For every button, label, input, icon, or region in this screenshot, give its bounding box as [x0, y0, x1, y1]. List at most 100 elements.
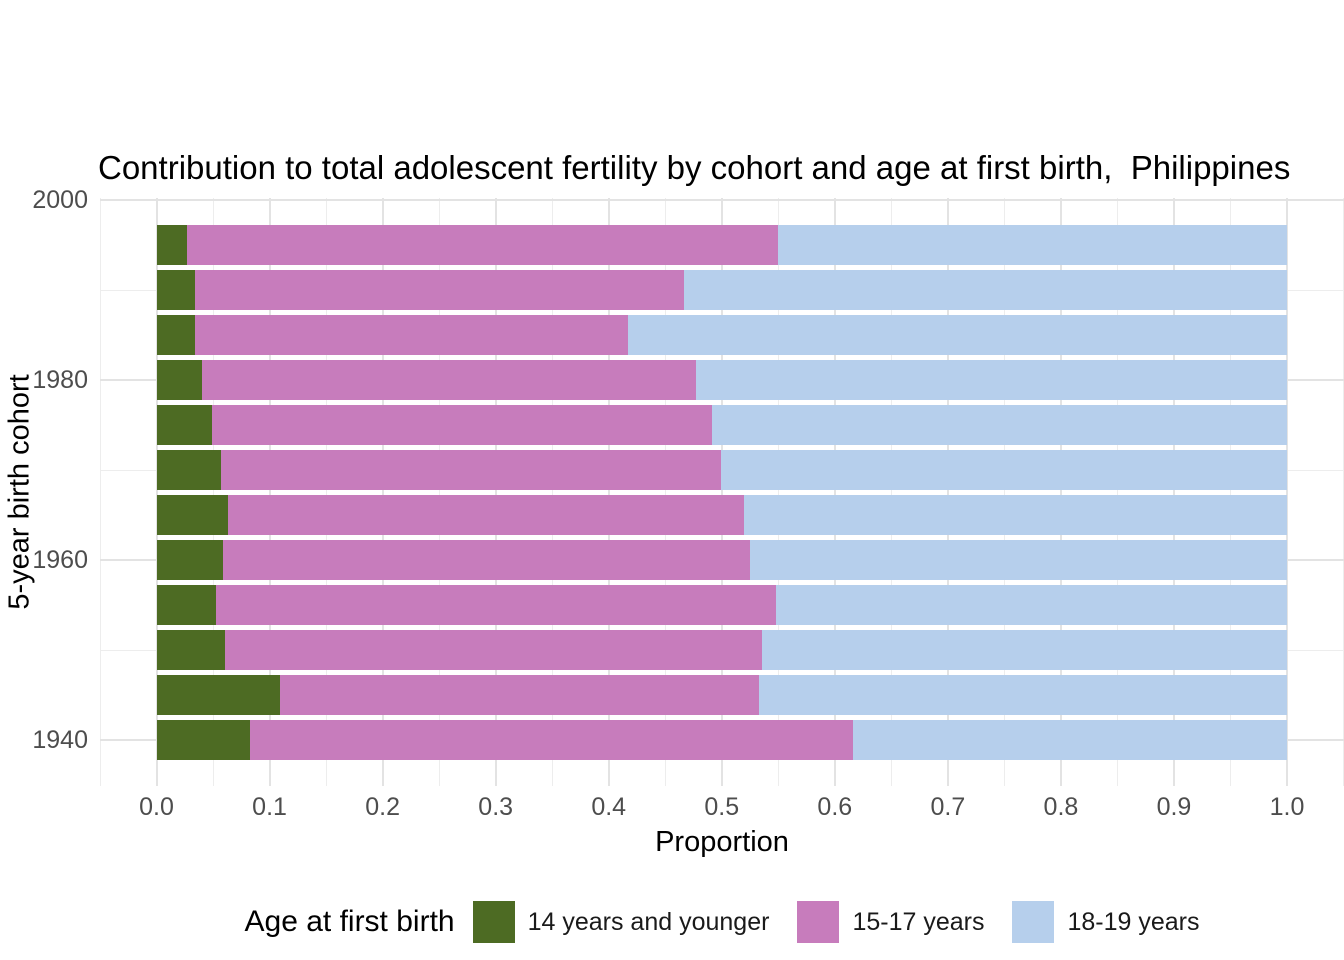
gridline-x-major	[1286, 198, 1289, 786]
gridline-x-major	[268, 198, 271, 786]
bar-row-cohort-1970	[156, 450, 1287, 490]
bar-segment	[156, 360, 202, 400]
bar-segment	[852, 720, 1287, 760]
x-tick-label: 0.1	[252, 793, 287, 821]
y-tick-label: 1940	[32, 726, 88, 754]
gridline-x-minor	[551, 198, 553, 786]
x-tick-label: 0.6	[817, 793, 853, 821]
bar-segment	[223, 540, 751, 580]
bar-row-cohort-1985	[156, 315, 1287, 355]
bar-segment	[627, 315, 1287, 355]
gridline-x-major	[1172, 198, 1175, 786]
bar-segment	[156, 225, 188, 265]
x-tick-label: 0.0	[139, 793, 174, 821]
x-tick-label: 0.9	[1156, 793, 1192, 821]
bar-segment	[744, 495, 1287, 535]
bar-segment	[711, 405, 1287, 445]
bar-segment	[759, 675, 1287, 715]
bar-segment	[194, 315, 628, 355]
bar-segment	[156, 450, 221, 490]
bar-row-cohort-1960	[156, 540, 1287, 580]
bar-segment	[201, 360, 696, 400]
bar-segment	[156, 630, 226, 670]
y-tick-label: 1980	[32, 366, 88, 394]
gridline-x-minor	[212, 198, 214, 786]
gridline-x-minor	[890, 198, 892, 786]
bar-row-cohort-1945	[156, 675, 1287, 715]
legend-item: 18-19 years	[1012, 901, 1200, 943]
bar-segment	[695, 360, 1287, 400]
bar-segment	[250, 720, 853, 760]
bar-segment	[778, 225, 1287, 265]
gridline-x-major	[155, 198, 158, 786]
bar-row-cohort-1940	[156, 720, 1287, 760]
bar-segment	[156, 495, 228, 535]
y-tick-label: 1960	[32, 546, 88, 574]
bar-segment	[750, 540, 1287, 580]
bar-segment	[220, 450, 721, 490]
x-axis-title: Proportion	[655, 826, 789, 858]
gridline-x-major	[381, 198, 384, 786]
bar-segment	[156, 405, 212, 445]
bar-segment	[776, 585, 1287, 625]
bar-row-cohort-1950	[156, 630, 1287, 670]
y-axis-title: 5-year birth cohort	[3, 374, 36, 610]
gridline-x-minor	[325, 198, 327, 786]
bar-segment	[227, 495, 745, 535]
x-tick-label: 1.0	[1269, 793, 1305, 821]
bar-segment	[216, 585, 777, 625]
bar-segment	[194, 270, 685, 310]
bar-segment	[762, 630, 1287, 670]
gridline-x-major	[833, 198, 836, 786]
gridline-x-minor	[664, 198, 666, 786]
gridline-x-minor	[777, 198, 779, 786]
gridline-y-major	[100, 199, 1344, 201]
gridline-x-major	[946, 198, 949, 786]
gridline-x-major	[1059, 198, 1062, 786]
legend-label: 18-19 years	[1067, 907, 1200, 936]
bar-segment	[156, 720, 251, 760]
legend-swatch-18-19	[1012, 901, 1055, 943]
legend-swatch-15-17	[797, 901, 840, 943]
bar-segment	[684, 270, 1287, 310]
bar-segment	[156, 315, 195, 355]
x-tick-label: 0.7	[930, 793, 966, 821]
legend-title: Age at first birth	[244, 905, 455, 938]
gridline-x-minor	[438, 198, 440, 786]
legend-item: 14 years and younger	[472, 901, 770, 943]
bar-segment	[279, 675, 760, 715]
bar-segment	[187, 225, 779, 265]
bar-segment	[720, 450, 1287, 490]
x-tick-label: 0.4	[591, 793, 627, 821]
bar-row-cohort-1965	[156, 495, 1287, 535]
gridline-x-minor	[1003, 198, 1005, 786]
bar-segment	[211, 405, 712, 445]
gridline-x-major	[720, 198, 723, 786]
legend-label: 15-17 years	[852, 907, 985, 936]
bar-row-cohort-1995	[156, 225, 1287, 265]
gridline-x-major	[607, 198, 610, 786]
bar-row-cohort-1955	[156, 585, 1287, 625]
bar-segment	[225, 630, 763, 670]
legend-swatch-14-and-younger	[472, 901, 515, 943]
bar-segment	[156, 540, 224, 580]
y-tick-label: 2000	[32, 186, 88, 214]
x-tick-label: 0.3	[478, 793, 514, 821]
bar-segment	[156, 270, 195, 310]
bar-segment	[156, 675, 280, 715]
gridline-x-minor	[1116, 198, 1118, 786]
plot-panel	[100, 198, 1344, 786]
bar-row-cohort-1990	[156, 270, 1287, 310]
gridline-x-major	[494, 198, 497, 786]
bar-row-cohort-1975	[156, 405, 1287, 445]
legend: Age at first birth 14 years and younger …	[100, 900, 1344, 944]
bar-row-cohort-1980	[156, 360, 1287, 400]
chart-title: Contribution to total adolescent fertili…	[98, 149, 1291, 186]
legend-label: 14 years and younger	[527, 907, 770, 936]
gridline-x-minor	[100, 198, 101, 786]
bar-segment	[156, 585, 217, 625]
x-tick-label: 0.5	[704, 793, 740, 821]
gridline-x-minor	[1230, 198, 1231, 786]
x-tick-label: 0.8	[1043, 793, 1079, 821]
